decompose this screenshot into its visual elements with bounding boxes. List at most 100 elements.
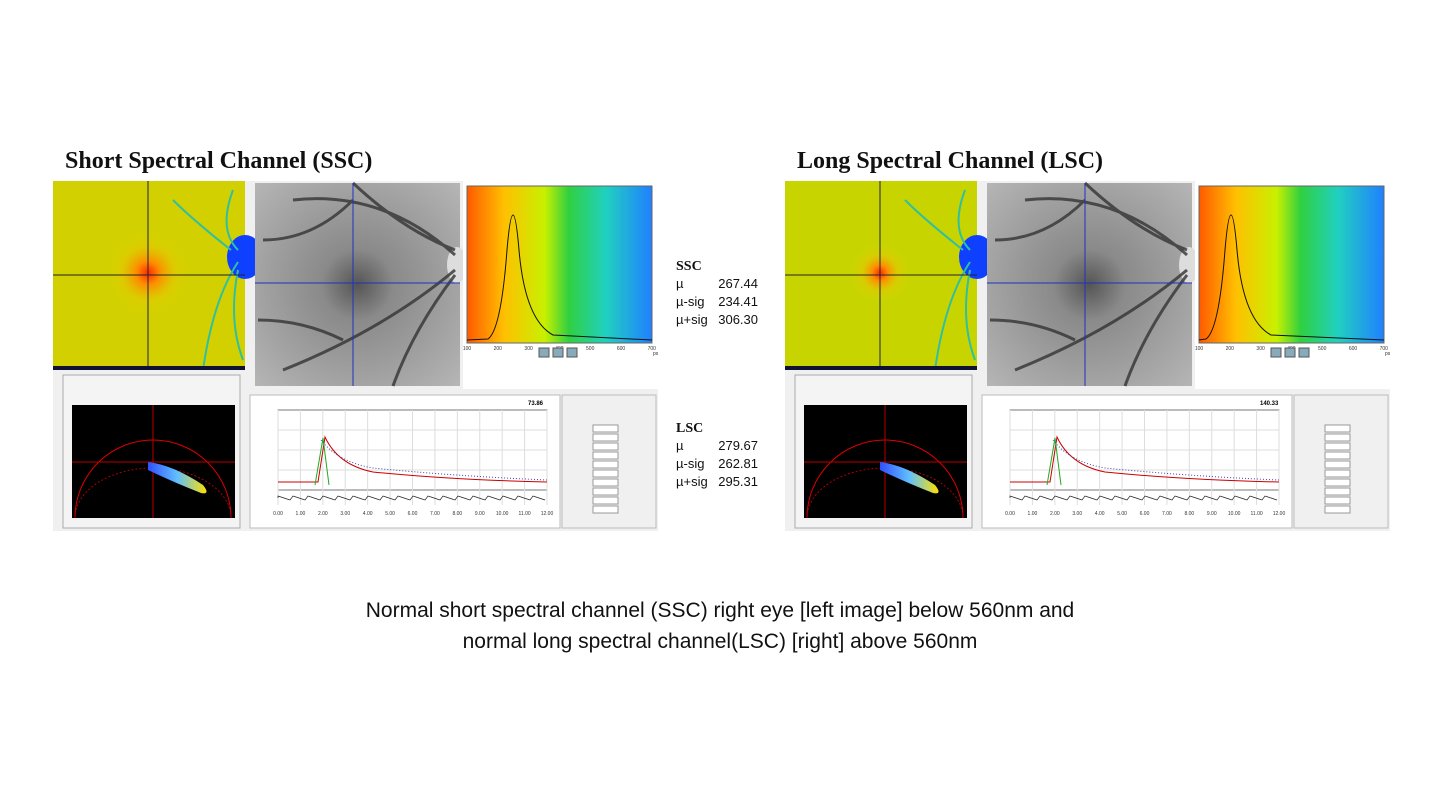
phasor-cloud (148, 462, 207, 494)
param-field (1324, 424, 1351, 433)
decay-tick: 5.00 (1117, 511, 1127, 517)
param-field (1324, 442, 1351, 451)
hist-tick: 100 (1195, 346, 1204, 352)
decay-tick: 12.00 (1273, 511, 1286, 517)
decay-tick: 4.00 (363, 511, 373, 517)
decay-irf (1046, 437, 1062, 486)
hist-tick: 300 (524, 346, 533, 352)
panel-title: Long Spectral Channel (LSC) (797, 148, 1103, 174)
param-field (592, 487, 619, 496)
hist-plot (1198, 185, 1385, 344)
tau-value: 73.86 (528, 401, 544, 407)
decay-fit (1010, 435, 1280, 483)
param-field (1324, 487, 1351, 496)
decay-tick: 10.00 (1228, 511, 1241, 517)
decay-fit (278, 435, 548, 483)
hist-tick: 100 (463, 346, 472, 352)
param-field (592, 496, 619, 505)
hist-tick: 500 (586, 346, 595, 352)
param-field (1324, 478, 1351, 487)
hist-button (566, 347, 578, 358)
hist-unit: ps (1385, 351, 1391, 357)
decay-tick: 2.00 (1050, 511, 1060, 517)
param-field (592, 424, 619, 433)
tau-value: 140.33 (1260, 401, 1279, 407)
phasor-cloud (880, 462, 939, 494)
stats-label: µ-sig (676, 294, 704, 309)
decay-tick: 11.00 (519, 511, 531, 517)
decay-tick: 7.00 (1162, 511, 1172, 517)
decay-tick: 5.00 (385, 511, 395, 517)
fundus-vessels (989, 181, 1189, 387)
param-field (1324, 505, 1351, 514)
hist-curve (466, 214, 653, 341)
hist-tick: 700 (648, 346, 657, 352)
stats-label: µ+sig (676, 474, 708, 489)
param-field (592, 460, 619, 469)
stats-value: 267.44 (718, 276, 758, 291)
param-field (592, 451, 619, 460)
hist-curve (1198, 214, 1385, 341)
residuals (1009, 495, 1278, 501)
vessels (172, 189, 244, 371)
hist-button (552, 347, 564, 358)
hist-tick: 600 (617, 346, 626, 352)
decay-tick: 8.00 (1184, 511, 1194, 517)
caption: normal long spectral channel(LSC) [right… (463, 630, 978, 653)
stats-value: 234.41 (718, 294, 758, 309)
map-bottom (785, 366, 977, 370)
decay-tick: 10.00 (496, 511, 509, 517)
hist-tick: 500 (1318, 346, 1327, 352)
decay-tick: 11.00 (1251, 511, 1263, 517)
fundus (987, 183, 1192, 386)
param-field (1324, 496, 1351, 505)
decay-tick: 6.00 (408, 511, 418, 517)
hist-button (1284, 347, 1296, 358)
hist-button (1270, 347, 1282, 358)
vessels (904, 189, 976, 371)
decay-tick: 3.00 (340, 511, 350, 517)
stats-value: 295.31 (718, 474, 758, 489)
hist-tick: 200 (494, 346, 503, 352)
caption: Normal short spectral channel (SSC) righ… (366, 599, 1075, 622)
screenshot-group: Long Spectral Channel (LSC)1002003004005… (785, 148, 1391, 531)
screenshot-group: Short Spectral Channel (SSC)100200300400… (53, 148, 659, 531)
stats-value: 279.67 (718, 438, 758, 453)
decay-tick: 8.00 (452, 511, 462, 517)
fundus (255, 183, 460, 386)
decay-tick: 12.00 (541, 511, 554, 517)
hist-tick: 200 (1226, 346, 1235, 352)
param-field (1324, 469, 1351, 478)
hist-plot (466, 185, 653, 344)
decay-tick: 6.00 (1140, 511, 1150, 517)
fundus-vessels (257, 181, 457, 387)
decay-irf (314, 437, 330, 486)
stats-label: µ (676, 438, 684, 453)
hist-tick: 600 (1349, 346, 1358, 352)
stats-heading: LSC (676, 421, 703, 436)
stats-label: µ (676, 276, 684, 291)
hist-button (1298, 347, 1310, 358)
panel-title: Short Spectral Channel (SSC) (65, 148, 372, 174)
hist-button (538, 347, 550, 358)
param-field (592, 478, 619, 487)
residuals (277, 495, 546, 501)
param-field (592, 505, 619, 514)
optic-disc (227, 235, 263, 279)
decay-tick: 4.00 (1095, 511, 1105, 517)
param-field (1324, 460, 1351, 469)
optic-disc (959, 235, 995, 279)
hist-tick: 700 (1380, 346, 1389, 352)
hist-unit: ps (653, 351, 659, 357)
stats-label: µ+sig (676, 312, 708, 327)
param-field (592, 433, 619, 442)
decay-tick: 2.00 (318, 511, 328, 517)
decay-tick: 3.00 (1072, 511, 1082, 517)
stats-label: µ-sig (676, 456, 704, 471)
decay-tick: 9.00 (475, 511, 485, 517)
decay-tick: 7.00 (430, 511, 440, 517)
hist-tick: 300 (1256, 346, 1265, 352)
stats-heading: SSC (676, 259, 702, 274)
decay-tick: 0.00 (1005, 511, 1015, 517)
